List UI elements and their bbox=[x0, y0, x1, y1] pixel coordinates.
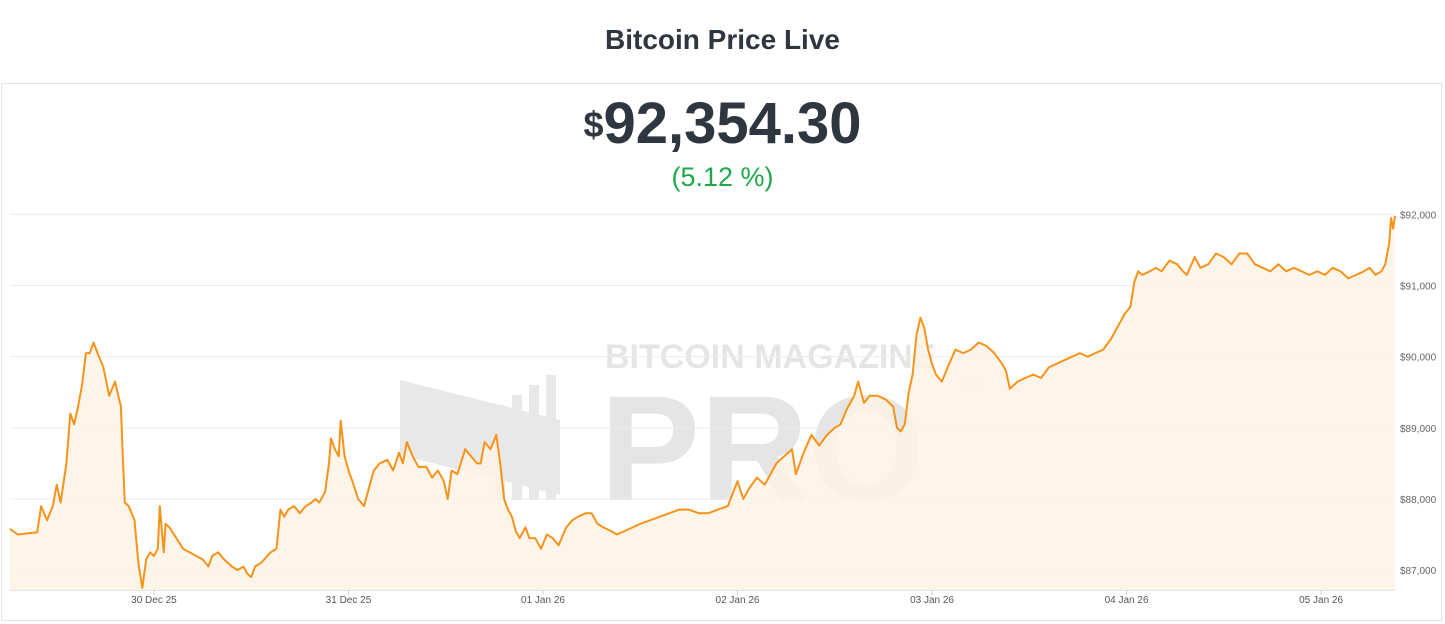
y-tick-label: $89,000 bbox=[1400, 424, 1437, 435]
current-price: $92,354.30 bbox=[0, 95, 1445, 153]
y-tick-label: $92,000 bbox=[1400, 210, 1437, 221]
x-tick-label: 30 Dec 25 bbox=[131, 595, 177, 606]
x-axis: 30 Dec 25 31 Dec 25 01 Jan 26 02 Jan 26 03 J… bbox=[131, 590, 1343, 606]
x-tick-label: 02 Jan 26 bbox=[716, 595, 760, 606]
y-tick-label: $87,000 bbox=[1400, 566, 1437, 577]
y-axis: $87,000 $88,000 $89,000 $90,000 $91,000 $92,0… bbox=[1400, 210, 1437, 577]
x-tick-label: 04 Jan 26 bbox=[1105, 595, 1149, 606]
price-change: (5.12 %) bbox=[671, 162, 774, 192]
price-line[interactable] bbox=[9, 215, 1396, 589]
price-value: 92,354.30 bbox=[603, 91, 862, 156]
price-area-fill bbox=[10, 215, 1395, 591]
page-title: Bitcoin Price Live bbox=[605, 24, 840, 55]
y-tick-label: $91,000 bbox=[1400, 282, 1437, 293]
x-tick-label: 31 Dec 25 bbox=[326, 595, 372, 606]
x-tick-label: 05 Jan 26 bbox=[1299, 595, 1343, 606]
y-tick-label: $90,000 bbox=[1400, 353, 1437, 364]
currency-symbol: $ bbox=[583, 104, 604, 145]
x-tick-label: 01 Jan 26 bbox=[521, 595, 565, 606]
x-tick-label: 03 Jan 26 bbox=[910, 595, 954, 606]
y-tick-label: $88,000 bbox=[1400, 495, 1437, 506]
